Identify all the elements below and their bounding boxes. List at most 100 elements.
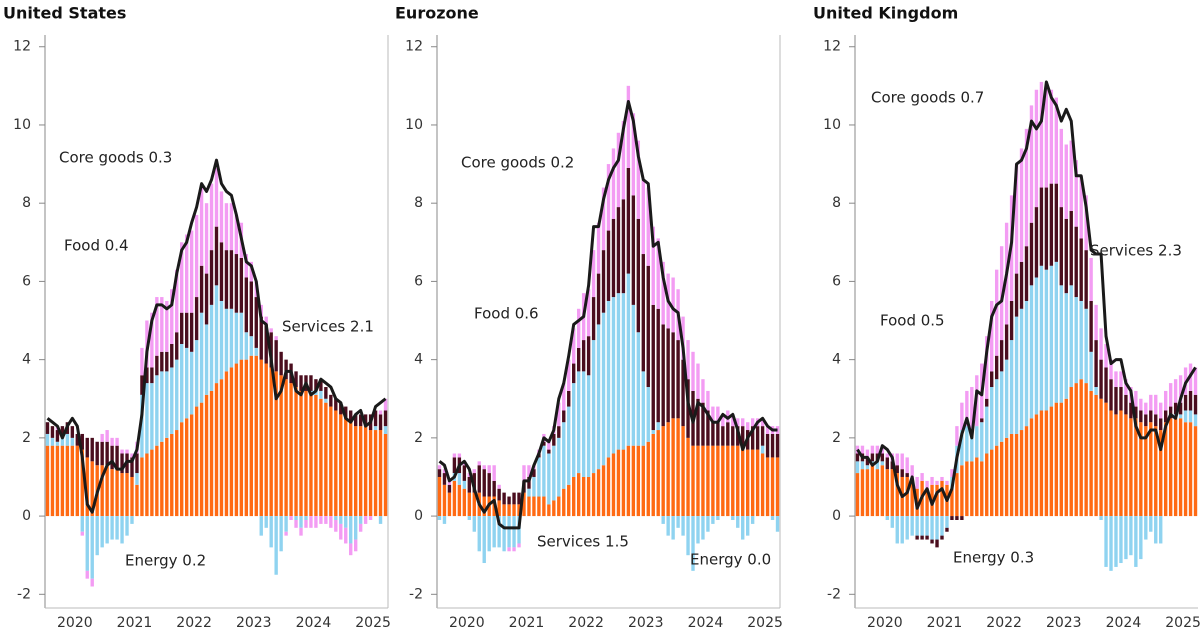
bar-segment — [349, 422, 353, 517]
bar-segment — [75, 445, 80, 517]
bar-segment — [259, 359, 263, 517]
bar-segment — [950, 516, 954, 520]
bar-segment — [1188, 410, 1193, 423]
bar-segment — [736, 418, 740, 427]
y-tick-label: 12 — [13, 39, 31, 55]
bar-segment — [299, 375, 303, 391]
x-tick-label: 2021 — [509, 615, 545, 631]
bar-segment — [1134, 390, 1138, 407]
bar-segment — [1139, 516, 1143, 560]
bar-segment — [239, 312, 244, 360]
bar-segment — [855, 473, 860, 517]
bar-segment — [294, 519, 298, 528]
bar-segment — [349, 543, 353, 556]
bar-segment — [671, 277, 675, 333]
bar-segment — [994, 269, 999, 356]
bar-segment — [1029, 418, 1034, 517]
bar-segment — [274, 371, 278, 517]
bar-segment — [487, 465, 491, 474]
bar-segment — [294, 371, 298, 388]
bar-segment — [900, 469, 904, 477]
bar-segment — [502, 492, 506, 505]
bar-segment — [1024, 300, 1029, 427]
bar-segment — [299, 527, 303, 536]
bar-segment — [1084, 195, 1088, 251]
bar-segment — [115, 437, 119, 446]
bar-segment — [294, 516, 298, 520]
bar-segment — [170, 289, 174, 344]
bar-segment — [1134, 406, 1138, 419]
bar-segment — [1168, 406, 1173, 419]
bar-segment — [562, 383, 566, 411]
bar-segment — [606, 457, 611, 517]
headline-line — [856, 80, 1197, 510]
bar-segment — [65, 445, 70, 517]
bar-segment — [447, 480, 452, 485]
bar-segment — [562, 410, 566, 423]
bar-segment — [666, 328, 670, 423]
bar-segment — [562, 488, 566, 517]
bar-segment — [646, 441, 650, 517]
bar-segment — [309, 394, 313, 517]
bar-segment — [1049, 406, 1054, 517]
bar-segment — [935, 539, 939, 548]
bar-segment — [1059, 207, 1063, 286]
annotation: Core goods 0.2 — [461, 154, 574, 172]
bar-segment — [970, 461, 974, 517]
bar-segment — [1099, 328, 1103, 360]
bar-segment — [586, 476, 591, 517]
bar-segment — [994, 379, 999, 446]
bar-segment — [552, 433, 556, 446]
bar-segment — [711, 516, 715, 524]
bar-segment — [576, 473, 581, 517]
bar-segment — [304, 519, 308, 528]
bar-segment — [701, 516, 705, 540]
bar-segment — [324, 398, 328, 403]
bar-segment — [1129, 418, 1133, 517]
bar-segment — [880, 465, 885, 517]
bar-segment — [925, 516, 929, 536]
y-tick-label: 0 — [414, 508, 423, 524]
bar-segment — [452, 480, 457, 517]
bar-segment — [229, 250, 234, 309]
bar-segment — [1109, 379, 1113, 411]
bar-segment — [1099, 398, 1103, 517]
bar-segment — [875, 469, 880, 517]
bar-segment — [1019, 148, 1024, 262]
bar-segment — [1014, 316, 1019, 434]
bar-segment — [120, 473, 124, 517]
bar-segment — [1173, 379, 1178, 403]
bar-segment — [130, 516, 134, 524]
bar-segment — [264, 324, 268, 364]
bar-segment — [170, 343, 174, 368]
bar-segment — [1119, 371, 1123, 388]
bar-segment — [736, 516, 740, 528]
bar-segment — [259, 516, 263, 536]
bar-segment — [487, 516, 491, 552]
panel-title: United States — [3, 4, 126, 23]
bar-segment — [601, 465, 606, 517]
bar-segment — [80, 516, 84, 532]
bar-segment — [900, 516, 904, 544]
bar-segment — [895, 465, 899, 474]
bar-segment — [731, 516, 735, 520]
bar-segment — [1004, 324, 1009, 360]
bar-segment — [1099, 516, 1103, 520]
bar-segment — [775, 457, 780, 517]
y-tick-label: 12 — [823, 39, 841, 55]
bar-segment — [180, 343, 184, 423]
bar-segment — [467, 476, 472, 493]
bar-segment — [517, 504, 521, 517]
bar-segment — [656, 430, 660, 517]
bar-segment — [105, 430, 109, 442]
bar-segment — [349, 516, 353, 544]
bar-segment — [130, 453, 134, 458]
bar-segment — [626, 445, 631, 517]
bar-segment — [497, 484, 501, 489]
bar-segment — [1039, 410, 1044, 517]
bar-segment — [1064, 144, 1068, 219]
bar-segment — [651, 433, 655, 517]
x-tick-label: 2022 — [176, 615, 212, 631]
bar-segment — [910, 465, 914, 481]
